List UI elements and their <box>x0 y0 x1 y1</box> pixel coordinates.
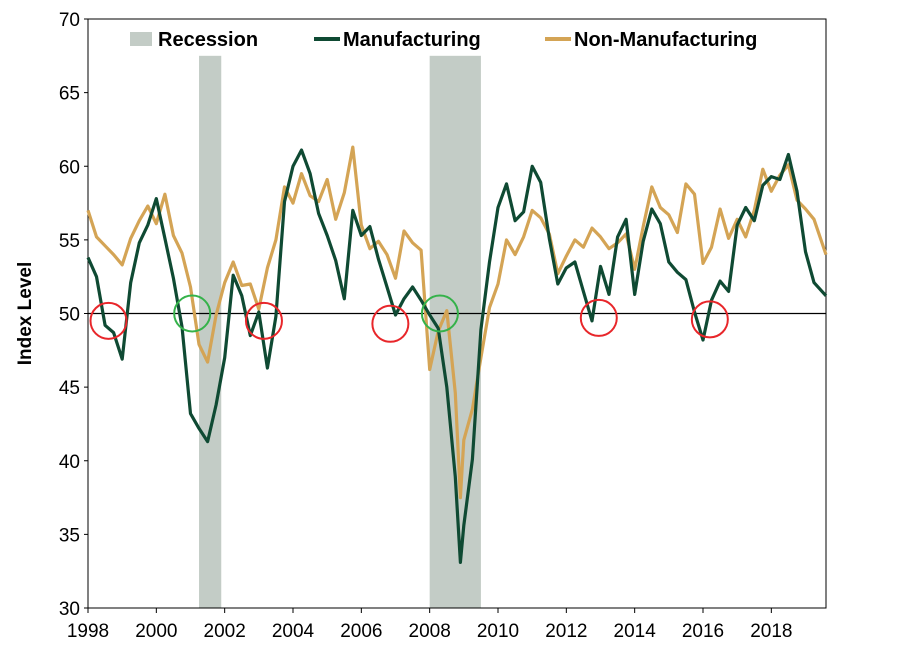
recession-band-1 <box>199 55 222 608</box>
green-circle-annotation <box>173 294 212 333</box>
x-tick-label: 2006 <box>340 621 382 642</box>
y-tick-label: 65 <box>59 84 80 105</box>
y-tick-label: 55 <box>59 231 80 252</box>
tick-labels: 30 35 40 45 50 55 60 65 70 1998 2000 2002 2004 2006 20… <box>59 10 793 642</box>
y-tick-label: 35 <box>59 525 80 546</box>
y-tick-label: 60 <box>59 157 80 178</box>
y-tick-label: 45 <box>59 378 80 399</box>
x-tick-label: 2014 <box>614 621 657 642</box>
legend-swatch-recession <box>130 32 152 46</box>
y-axis-title: Index Level <box>15 262 36 366</box>
threshold-circles <box>89 294 729 343</box>
green-circle-annotation <box>420 294 459 333</box>
legend: Recession Manufacturing Non-Manufacturing <box>130 29 757 51</box>
y-tick-label: 50 <box>59 305 80 326</box>
x-tick-label: 2000 <box>135 621 177 642</box>
x-tick-label: 2008 <box>409 621 451 642</box>
x-tick-label: 2004 <box>272 621 315 642</box>
series-line-non-manufacturing <box>86 145 828 500</box>
x-tick-label: 2012 <box>545 621 587 642</box>
y-tick-label: 30 <box>59 599 80 620</box>
red-circle-annotation <box>244 301 283 340</box>
legend-label-recession: Recession <box>158 29 258 51</box>
x-tick-label: 2010 <box>477 621 519 642</box>
legend-label-manufacturing: Manufacturing <box>343 29 481 51</box>
x-tick-label: 2016 <box>682 621 724 642</box>
red-circle-annotation <box>690 300 729 339</box>
red-circle-annotation <box>89 301 128 340</box>
y-tick-label: 70 <box>59 10 80 31</box>
x-tick-label: 1998 <box>67 621 109 642</box>
series-lines <box>86 145 828 564</box>
legend-label-non-manufacturing: Non-Manufacturing <box>574 29 757 51</box>
red-circle-annotation <box>371 304 410 343</box>
x-tick-label: 2018 <box>750 621 792 642</box>
y-tick-label: 40 <box>59 452 80 473</box>
red-circle-annotation <box>579 298 618 337</box>
x-tick-label: 2002 <box>204 621 246 642</box>
series-line-manufacturing <box>86 148 828 564</box>
